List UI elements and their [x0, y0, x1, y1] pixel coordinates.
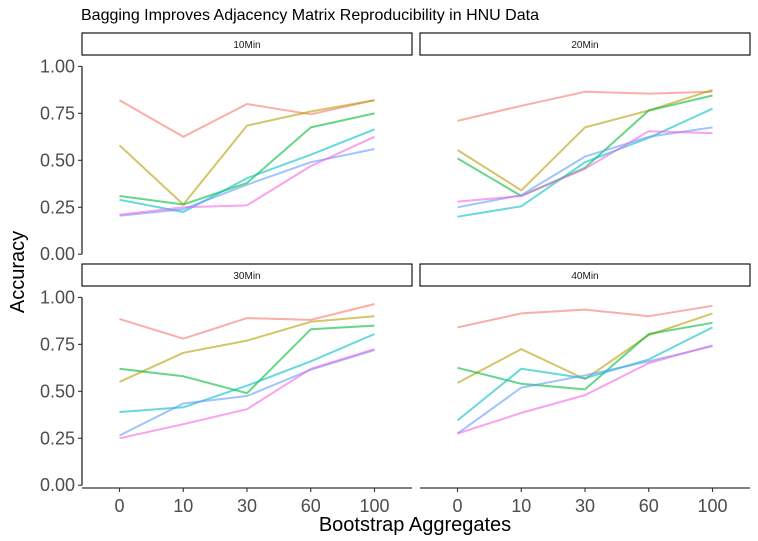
- y-tick-label: 0.50: [40, 381, 75, 401]
- facet-panel-40Min: 40Min 0 10 30 60 100: [419, 263, 751, 516]
- series-line-6: [457, 344, 713, 435]
- y-tick-label: 0.00: [40, 475, 75, 495]
- y-tick-label: 0.25: [40, 428, 75, 448]
- series-line-2: [119, 315, 375, 383]
- y-tick-label: 0.75: [40, 334, 75, 354]
- series-line-5: [457, 126, 713, 209]
- series-line-2: [118, 99, 375, 206]
- x-tick-label: 100: [359, 496, 389, 516]
- x-tick-label: 10: [511, 496, 531, 516]
- series-line-4: [119, 333, 375, 413]
- series-line-5: [119, 148, 375, 217]
- y-tick-label: 0.75: [40, 103, 75, 123]
- x-tick-label: 30: [575, 496, 595, 516]
- series-line-3: [119, 112, 375, 206]
- series-line-1: [119, 99, 375, 138]
- y-axis-title: Accuracy: [7, 231, 29, 313]
- y-tick-label: 1.00: [40, 56, 75, 76]
- facet-strip: [419, 32, 751, 56]
- y-tick-label: 0.00: [40, 244, 75, 264]
- y-tick-label: 1.00: [40, 287, 75, 307]
- x-axis-title: Bootstrap Aggregates: [319, 514, 511, 536]
- facet-panel-30Min: 30Min 0.00 0.25 0.50 0.75 1.00 0 10 30 60 100: [40, 263, 413, 516]
- series-line-4: [119, 128, 375, 213]
- chart-title: Bagging Improves Adjacency Matrix Reprod…: [81, 7, 539, 24]
- series-line-4: [456, 326, 713, 422]
- facet-strip-label: 20Min: [571, 40, 598, 51]
- series-line-3: [456, 94, 713, 197]
- facet-strip: [81, 32, 413, 56]
- facet-strip: [81, 263, 413, 287]
- series-line-6: [119, 135, 375, 216]
- facet-panels: 10Min 0.00 0.25 0.50 0.75 1.00 20Min 30Min 0.00 0…: [40, 32, 751, 516]
- facet-panel-20Min: 20Min: [419, 32, 751, 218]
- series-line-1: [119, 303, 375, 340]
- series-line-6: [457, 130, 713, 203]
- x-tick-label: 0: [452, 496, 462, 516]
- series-line-3: [119, 324, 375, 395]
- series-line-2: [456, 88, 713, 192]
- x-tick-label: 30: [237, 496, 257, 516]
- facet-panel-10Min: 10Min 0.00 0.25 0.50 0.75 1.00: [40, 32, 413, 264]
- series-line-1: [457, 304, 713, 329]
- series-line-3: [457, 321, 713, 391]
- x-tick-label: 0: [114, 496, 124, 516]
- x-tick-label: 60: [301, 496, 321, 516]
- facet-strip-label: 40Min: [571, 271, 598, 282]
- x-tick-label: 100: [697, 496, 727, 516]
- facet-strip-label: 10Min: [233, 40, 260, 51]
- y-tick-label: 0.50: [40, 150, 75, 170]
- x-tick-label: 60: [639, 496, 659, 516]
- series-line-2: [457, 312, 713, 384]
- facet-strip-label: 30Min: [233, 271, 260, 282]
- facet-strip: [419, 263, 751, 287]
- y-tick-label: 0.25: [40, 197, 75, 217]
- x-tick-label: 10: [173, 496, 193, 516]
- series-line-1: [457, 90, 713, 122]
- series-line-4: [457, 107, 713, 218]
- series-line-6: [119, 348, 375, 440]
